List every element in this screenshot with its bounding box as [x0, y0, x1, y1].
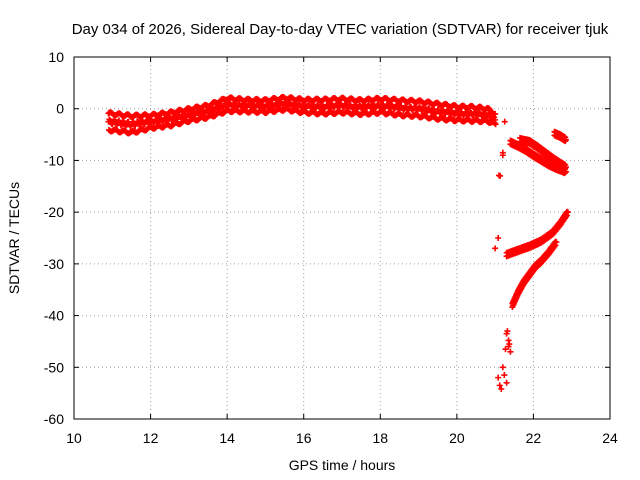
- data-point: [495, 235, 502, 241]
- data-point: [506, 341, 513, 348]
- x-tick-label: 14: [219, 430, 235, 446]
- data-point: [564, 209, 571, 216]
- y-tick-label: -20: [44, 204, 64, 220]
- data-point: [553, 239, 560, 246]
- data-point: [492, 245, 499, 252]
- y-axis-label: SDTVAR / TECUs: [6, 182, 22, 294]
- x-tick-label: 18: [372, 430, 388, 446]
- data-point: [495, 172, 502, 179]
- x-tick-label: 22: [526, 430, 542, 446]
- x-tick-label: 10: [66, 430, 82, 446]
- data-point: [504, 328, 511, 335]
- data-point: [496, 382, 503, 389]
- data-point: [498, 386, 505, 393]
- y-tick-label: -30: [44, 256, 64, 272]
- x-tick-label: 16: [296, 430, 312, 446]
- y-tick-label: 10: [48, 49, 64, 65]
- data-point: [503, 379, 510, 386]
- data-point: [563, 212, 570, 219]
- data-point: [502, 346, 509, 353]
- chart-title: Day 034 of 2026, Sidereal Day-to-day VTE…: [72, 21, 609, 38]
- y-tick-label: -50: [44, 359, 64, 375]
- data-point: [492, 116, 499, 123]
- data-point: [499, 364, 506, 371]
- y-tick-label: 0: [56, 101, 64, 117]
- data-point: [552, 242, 559, 249]
- data-point: [501, 118, 508, 125]
- plot-frame: [73, 56, 611, 420]
- data-point: [492, 110, 499, 117]
- data-point: [562, 136, 569, 143]
- data-point: [562, 164, 569, 171]
- y-tick-label: -40: [44, 308, 64, 324]
- axis-ticks: 10 12 14 16 18 20 22 24 10 0 -10 -20 -30 -40 -50 -60: [44, 49, 618, 446]
- y-tick-label: -60: [44, 411, 64, 427]
- x-tick-label: 20: [449, 430, 465, 446]
- y-tick-label: -10: [44, 152, 64, 168]
- data-points: [105, 93, 571, 393]
- data-point: [495, 374, 502, 381]
- x-tick-label: 24: [602, 430, 618, 446]
- data-point: [507, 348, 514, 355]
- x-tick-label: 12: [143, 430, 159, 446]
- grid-lines: [74, 57, 610, 419]
- data-point: [173, 116, 180, 123]
- data-point: [499, 149, 506, 156]
- x-axis-label: GPS time / hours: [289, 457, 396, 473]
- data-point: [501, 372, 508, 379]
